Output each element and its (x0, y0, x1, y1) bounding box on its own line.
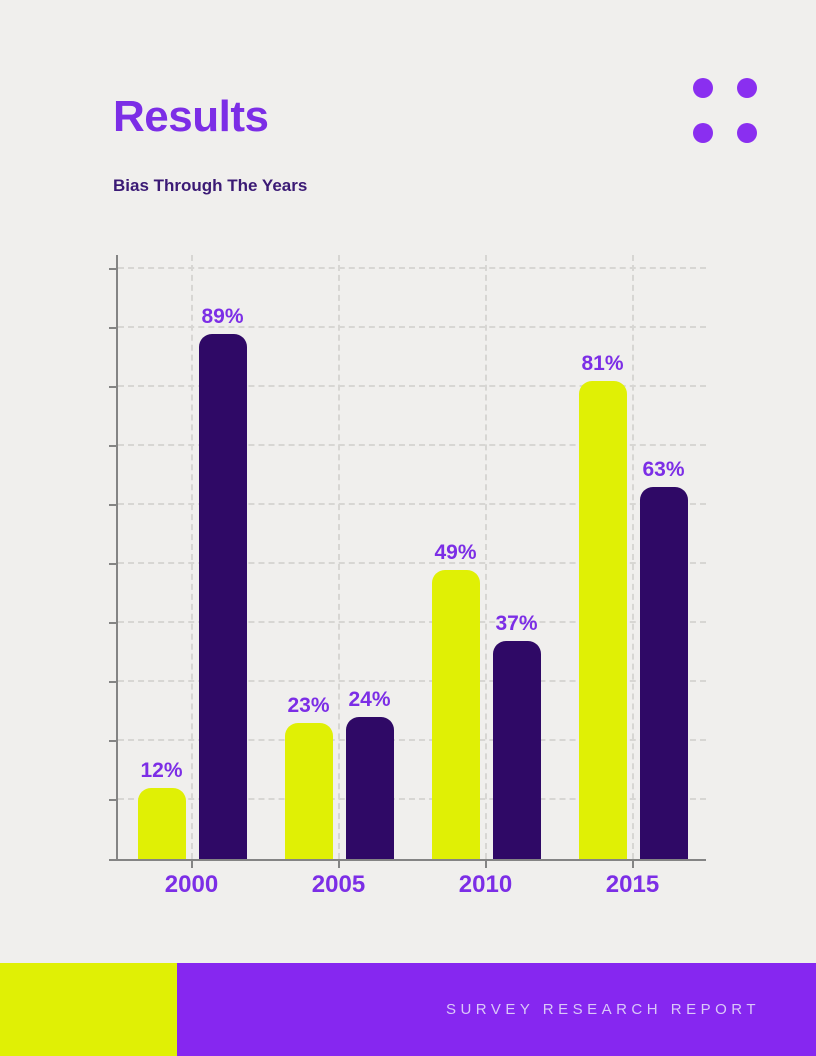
bar-2010-yellow (431, 569, 480, 859)
bar-2005-dark-purple (345, 717, 394, 859)
footer: SURVEY RESEARCH REPORT (0, 963, 816, 1056)
bar-chart: 2000 12% 89% 2005 23% 24% 2010 49% 37% 2015 81% 63% (109, 255, 706, 898)
bar-value-label: 63% (642, 458, 685, 482)
dot-icon (737, 78, 757, 98)
gridline-horizontal (118, 503, 706, 505)
bar-2010-dark-purple (492, 640, 541, 859)
footer-accent-block (0, 963, 177, 1056)
x-axis-tick (484, 861, 487, 868)
gridline-horizontal (118, 798, 706, 800)
x-axis-label-2015: 2015 (605, 871, 660, 898)
y-axis-tick (109, 268, 118, 270)
bar-2015-yellow (578, 381, 627, 859)
gridline-horizontal (118, 680, 706, 682)
gridline-horizontal (118, 326, 706, 328)
gridline-horizontal (118, 562, 706, 564)
bar-2015-dark-purple (639, 487, 688, 859)
page-title: Results (113, 92, 269, 141)
gridline-horizontal (118, 444, 706, 446)
gridline-horizontal (118, 385, 706, 387)
x-axis-tick (337, 861, 340, 868)
x-axis-label-2005: 2005 (311, 871, 366, 898)
gridline-vertical (484, 255, 487, 859)
y-axis-tick (109, 563, 118, 565)
gridline-horizontal (118, 267, 706, 269)
bar-value-label: 24% (348, 688, 391, 712)
bar-value-label: 37% (495, 611, 538, 635)
y-axis-tick (109, 740, 118, 742)
bar-2000-dark-purple (198, 333, 247, 859)
dot-icon (737, 123, 757, 143)
y-axis-tick (109, 386, 118, 388)
y-axis-tick (109, 799, 118, 801)
footer-label: SURVEY RESEARCH REPORT (445, 1001, 760, 1018)
bar-value-label: 81% (581, 352, 624, 376)
footer-bar: SURVEY RESEARCH REPORT (177, 963, 816, 1056)
bar-value-label: 23% (287, 694, 330, 718)
gridline-vertical (190, 255, 193, 859)
gridline-horizontal (118, 739, 706, 741)
x-axis-label-2010: 2010 (458, 871, 513, 898)
chart-subtitle: Bias Through The Years (113, 176, 308, 195)
y-axis-tick (109, 445, 118, 447)
gridline-horizontal (118, 621, 706, 623)
bar-value-label: 12% (140, 759, 183, 783)
y-axis-tick (109, 622, 118, 624)
x-axis-label-2000: 2000 (164, 871, 219, 898)
dot-icon (693, 123, 713, 143)
bar-2000-yellow (137, 788, 186, 859)
gridline-vertical (631, 255, 634, 859)
dot-icon (693, 78, 713, 98)
y-axis-tick (109, 681, 118, 683)
gridline-vertical (337, 255, 340, 859)
x-axis-overhang (109, 859, 118, 861)
bar-value-label: 89% (201, 304, 244, 328)
decorative-dots (693, 78, 757, 143)
y-axis-tick (109, 504, 118, 506)
bar-2005-yellow (284, 723, 333, 859)
x-axis-tick (190, 861, 193, 868)
x-axis-tick (631, 861, 634, 868)
bar-value-label: 49% (434, 540, 477, 564)
y-axis-tick (109, 327, 118, 329)
